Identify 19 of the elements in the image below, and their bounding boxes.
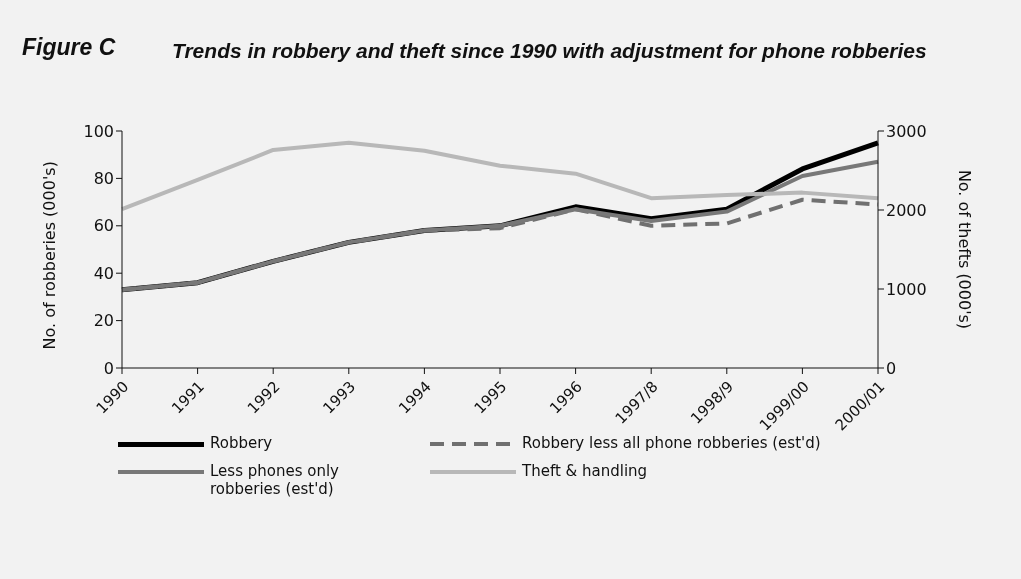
text: Figure C xyxy=(22,34,116,60)
y2-tick-label: 2000 xyxy=(886,200,927,220)
legend-label: Robbery less all phone robberies (est'd) xyxy=(522,434,821,452)
y-tick-label: 0 xyxy=(103,358,114,378)
line-series xyxy=(120,140,880,212)
legend-label: Less phones only robberies (est'd) xyxy=(210,462,340,498)
y-tick-label: 100 xyxy=(83,121,114,141)
y2-tick-label: 0 xyxy=(886,358,897,378)
y2-tick-label: 1000 xyxy=(886,279,927,299)
legend-label: Theft & handling xyxy=(522,462,648,480)
chart-title: Trends in robbery and theft since 1990 with adjustment for phone robberies xyxy=(172,38,928,64)
y2-tick-label: 3000 xyxy=(886,121,927,141)
y-axis-title: No. of robberies (000's) xyxy=(39,161,59,350)
y-tick-label: 40 xyxy=(93,263,114,283)
legend-label: Robbery xyxy=(210,434,273,452)
y-tick-label: 20 xyxy=(93,311,114,331)
y-tick-label: 60 xyxy=(93,216,114,236)
y2-axis-title: No. of thefts (000's) xyxy=(954,169,974,330)
y-tick-label: 80 xyxy=(93,169,114,189)
